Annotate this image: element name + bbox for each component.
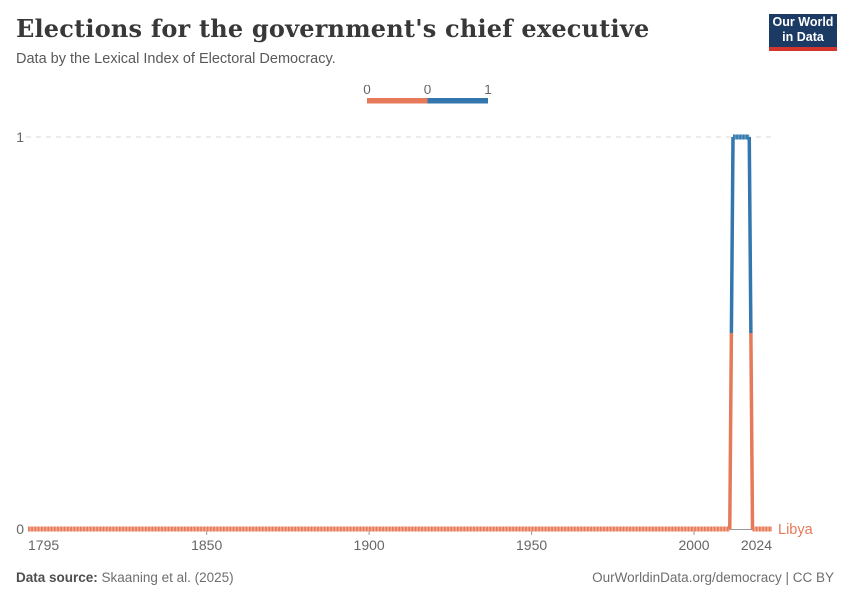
x-tick-label: 1950 (516, 537, 547, 553)
x-tick-label: 2024 (741, 537, 772, 553)
axes: 0 1 1795 1850 1900 1950 2000 2024 (16, 129, 772, 553)
series-step (728, 332, 734, 530)
legend-tick-label: 0 (363, 85, 371, 97)
x-tick-label: 2000 (678, 537, 709, 553)
data-source: Data source: Skaaning et al. (2025) (16, 570, 234, 585)
color-legend[interactable]: 0 0 1 (363, 85, 492, 104)
x-tick-label: 1850 (191, 537, 222, 553)
owid-logo[interactable]: Our World in Data (769, 14, 837, 51)
entity-label[interactable]: Libya (778, 522, 814, 538)
chart-subtitle: Data by the Lexical Index of Electoral D… (16, 51, 336, 67)
data-source-label: Data source: (16, 570, 98, 585)
chart-header: Elections for the government's chief exe… (0, 0, 850, 67)
y-tick-label: 1 (16, 129, 24, 145)
y-tick-label: 0 (16, 521, 24, 537)
line-chart[interactable]: 0 0 1 0 1 1795 1850 1900 1950 2000 2024 Libya (0, 85, 850, 560)
series-step (729, 136, 735, 334)
series-step (749, 332, 755, 530)
legend-swatch-0[interactable] (367, 98, 428, 104)
legend-tick-label: 1 (484, 85, 492, 97)
libya-series-line (28, 134, 772, 532)
legend-swatch-1[interactable] (427, 98, 489, 104)
entity-label-libya[interactable]: Libya (778, 522, 814, 538)
owid-credit[interactable]: OurWorldinData.org/democracy | CC BY (592, 570, 834, 585)
x-tick-label: 1900 (354, 537, 385, 553)
data-source-value: Skaaning et al. (2025) (101, 570, 234, 585)
series-step (747, 136, 753, 334)
owid-logo-red-bar (769, 47, 837, 51)
legend-tick-label: 0 (424, 85, 432, 97)
chart-footer: Data source: Skaaning et al. (2025) OurW… (16, 570, 834, 585)
x-tick-label: 1795 (28, 537, 59, 553)
page-title: Elections for the government's chief exe… (16, 14, 650, 43)
owid-logo-text: Our World in Data (769, 14, 837, 47)
